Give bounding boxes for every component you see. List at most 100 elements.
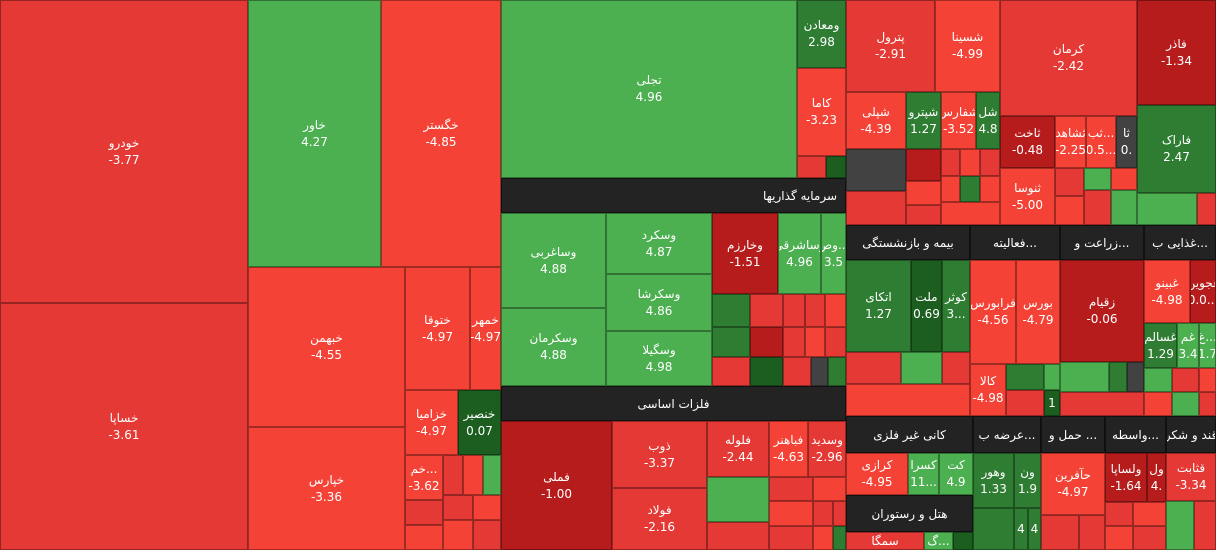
tile-shpetro[interactable]: شپترو 1.27 xyxy=(906,92,941,149)
tile-small[interactable] xyxy=(846,149,906,191)
tile-khmehr[interactable]: خمهر -4.97 xyxy=(470,267,501,390)
tile-small[interactable] xyxy=(811,357,828,386)
tile-small[interactable] xyxy=(1111,190,1137,225)
tile-shpeli[interactable]: شپلی -4.39 xyxy=(846,92,906,149)
tile-small[interactable] xyxy=(483,455,501,495)
tile-small[interactable] xyxy=(769,477,813,501)
tile-small[interactable] xyxy=(980,176,1000,202)
tile-khnasir[interactable]: خنصیر 0.07 xyxy=(458,390,501,455)
tile-fazar[interactable]: فاذر -1.34 xyxy=(1137,0,1216,105)
tile-kosar[interactable]: کوثر 3... xyxy=(942,260,970,352)
tile-khodro[interactable]: خودرو -3.77 xyxy=(0,0,248,303)
tile-small[interactable] xyxy=(953,532,973,550)
tile-small[interactable] xyxy=(833,526,846,550)
tile-velsapa[interactable]: ولساپا -1.64 xyxy=(1105,453,1147,502)
tile-4a[interactable]: 4 xyxy=(1014,508,1028,550)
tile-vsashrghi[interactable]: وساشرقی 4.96 xyxy=(778,213,821,294)
tile-small[interactable] xyxy=(828,357,846,386)
tile-small[interactable] xyxy=(1084,168,1111,190)
tile-small[interactable] xyxy=(973,508,1014,550)
tile-ghsabet[interactable]: قثابت -3.34 xyxy=(1166,453,1216,501)
tile-small[interactable] xyxy=(750,327,783,357)
tile-small[interactable] xyxy=(1137,193,1197,225)
tile-small[interactable] xyxy=(712,294,750,327)
tile-zaghiam[interactable]: زقیام -0.06 xyxy=(1060,260,1144,362)
tile-small[interactable] xyxy=(980,149,1000,176)
tile-samga[interactable]: سمگا xyxy=(846,532,924,550)
tile-vskord[interactable]: وسکرد 4.87 xyxy=(606,213,712,274)
tile-small[interactable] xyxy=(1199,368,1216,392)
tile-small[interactable] xyxy=(906,181,941,205)
tile-ghsalem[interactable]: غسالم 1.29 xyxy=(1144,323,1177,368)
tile-small[interactable] xyxy=(1079,515,1105,550)
tile-sshahed[interactable]: ثشاهد -2.25 xyxy=(1055,116,1086,168)
tile-von[interactable]: ون 1.9 xyxy=(1014,453,1041,508)
tile-tajalli[interactable]: تجلی 4.96 xyxy=(501,0,797,178)
tile-khzamia[interactable]: خزامیا -4.97 xyxy=(405,390,458,455)
tile-small[interactable] xyxy=(805,294,825,327)
tile-small[interactable] xyxy=(797,156,826,178)
tile-small[interactable] xyxy=(463,455,483,495)
tile-small[interactable] xyxy=(405,525,443,550)
tile-hafarin[interactable]: حآفرین -4.97 xyxy=(1041,453,1105,515)
tile-kama[interactable]: کاما -3.23 xyxy=(797,68,846,156)
tile-small[interactable] xyxy=(769,501,813,526)
tile-farabourse[interactable]: فرابورس -4.56 xyxy=(970,260,1016,364)
tile-sb[interactable]: ثب... 0.5... xyxy=(1086,116,1116,168)
tile-shel[interactable]: شل 4.8 xyxy=(976,92,1000,149)
tile-small[interactable] xyxy=(1055,168,1084,196)
tile-vsagharbi[interactable]: وساغربی 4.88 xyxy=(501,213,606,308)
tile-gham[interactable]: غم 3.4 xyxy=(1177,323,1199,368)
tile-small[interactable] xyxy=(473,520,501,550)
tile-small[interactable] xyxy=(707,522,769,550)
tile-1a[interactable]: 1 xyxy=(1044,390,1060,416)
tile-small[interactable] xyxy=(941,149,960,176)
tile-vel[interactable]: ول 4. xyxy=(1147,453,1166,502)
tile-small[interactable] xyxy=(1084,190,1111,225)
tile-small[interactable] xyxy=(960,176,980,202)
tile-falooleh[interactable]: فلوله -2.44 xyxy=(707,421,769,477)
tile-g[interactable]: گ... xyxy=(924,532,953,550)
tile-small[interactable] xyxy=(825,327,846,357)
tile-atekai[interactable]: اتکای 1.27 xyxy=(846,260,911,352)
tile-small[interactable] xyxy=(826,156,846,178)
tile-small[interactable] xyxy=(941,202,1000,225)
tile-bourse[interactable]: بورس -4.79 xyxy=(1016,260,1060,364)
tile-small[interactable] xyxy=(1144,368,1172,392)
tile-khgostar[interactable]: خگستر -4.85 xyxy=(381,0,501,267)
tile-small[interactable] xyxy=(1060,362,1109,392)
tile-petrol[interactable]: پترول -2.91 xyxy=(846,0,935,92)
tile-gh[interactable]: غ... 1.7 xyxy=(1199,323,1216,368)
tile-small[interactable] xyxy=(1127,362,1144,392)
tile-small[interactable] xyxy=(1105,502,1133,526)
tile-small[interactable] xyxy=(1044,364,1060,390)
tile-small[interactable] xyxy=(1172,368,1199,392)
tile-kerman[interactable]: کرمان -2.42 xyxy=(1000,0,1137,116)
tile-small[interactable] xyxy=(473,495,501,520)
tile-small[interactable] xyxy=(813,526,833,550)
tile-farak[interactable]: فاراک 2.47 xyxy=(1137,105,1216,193)
tile-small[interactable] xyxy=(1105,526,1133,550)
tile-kala[interactable]: کالا -4.98 xyxy=(970,364,1006,416)
tile-vskersha[interactable]: وسکرشا 4.86 xyxy=(606,274,712,331)
tile-femeli[interactable]: فملی -1.00 xyxy=(501,421,612,550)
tile-kesra[interactable]: کسرا 11... xyxy=(908,453,939,495)
tile-small[interactable] xyxy=(783,357,811,386)
tile-small[interactable] xyxy=(901,352,942,384)
tile-small[interactable] xyxy=(1199,392,1216,416)
tile-small[interactable] xyxy=(1060,392,1144,416)
tile-khtouqa[interactable]: ختوقا -4.97 xyxy=(405,267,470,390)
tile-small[interactable] xyxy=(1133,526,1166,550)
tile-small[interactable] xyxy=(1133,502,1166,526)
tile-small[interactable] xyxy=(846,191,906,225)
tile-small[interactable] xyxy=(1006,390,1044,416)
tile-small[interactable] xyxy=(443,495,473,520)
tile-foolad[interactable]: فولاد -2.16 xyxy=(612,488,707,550)
tile-small[interactable] xyxy=(1197,193,1216,225)
tile-small[interactable] xyxy=(1144,392,1172,416)
tile-small[interactable] xyxy=(1194,501,1216,550)
tile-small[interactable] xyxy=(813,477,846,501)
tile-small[interactable] xyxy=(805,327,825,357)
tile-khsapa[interactable]: خساپا -3.61 xyxy=(0,303,248,550)
tile-sakht[interactable]: ثاخت -0.48 xyxy=(1000,116,1055,168)
